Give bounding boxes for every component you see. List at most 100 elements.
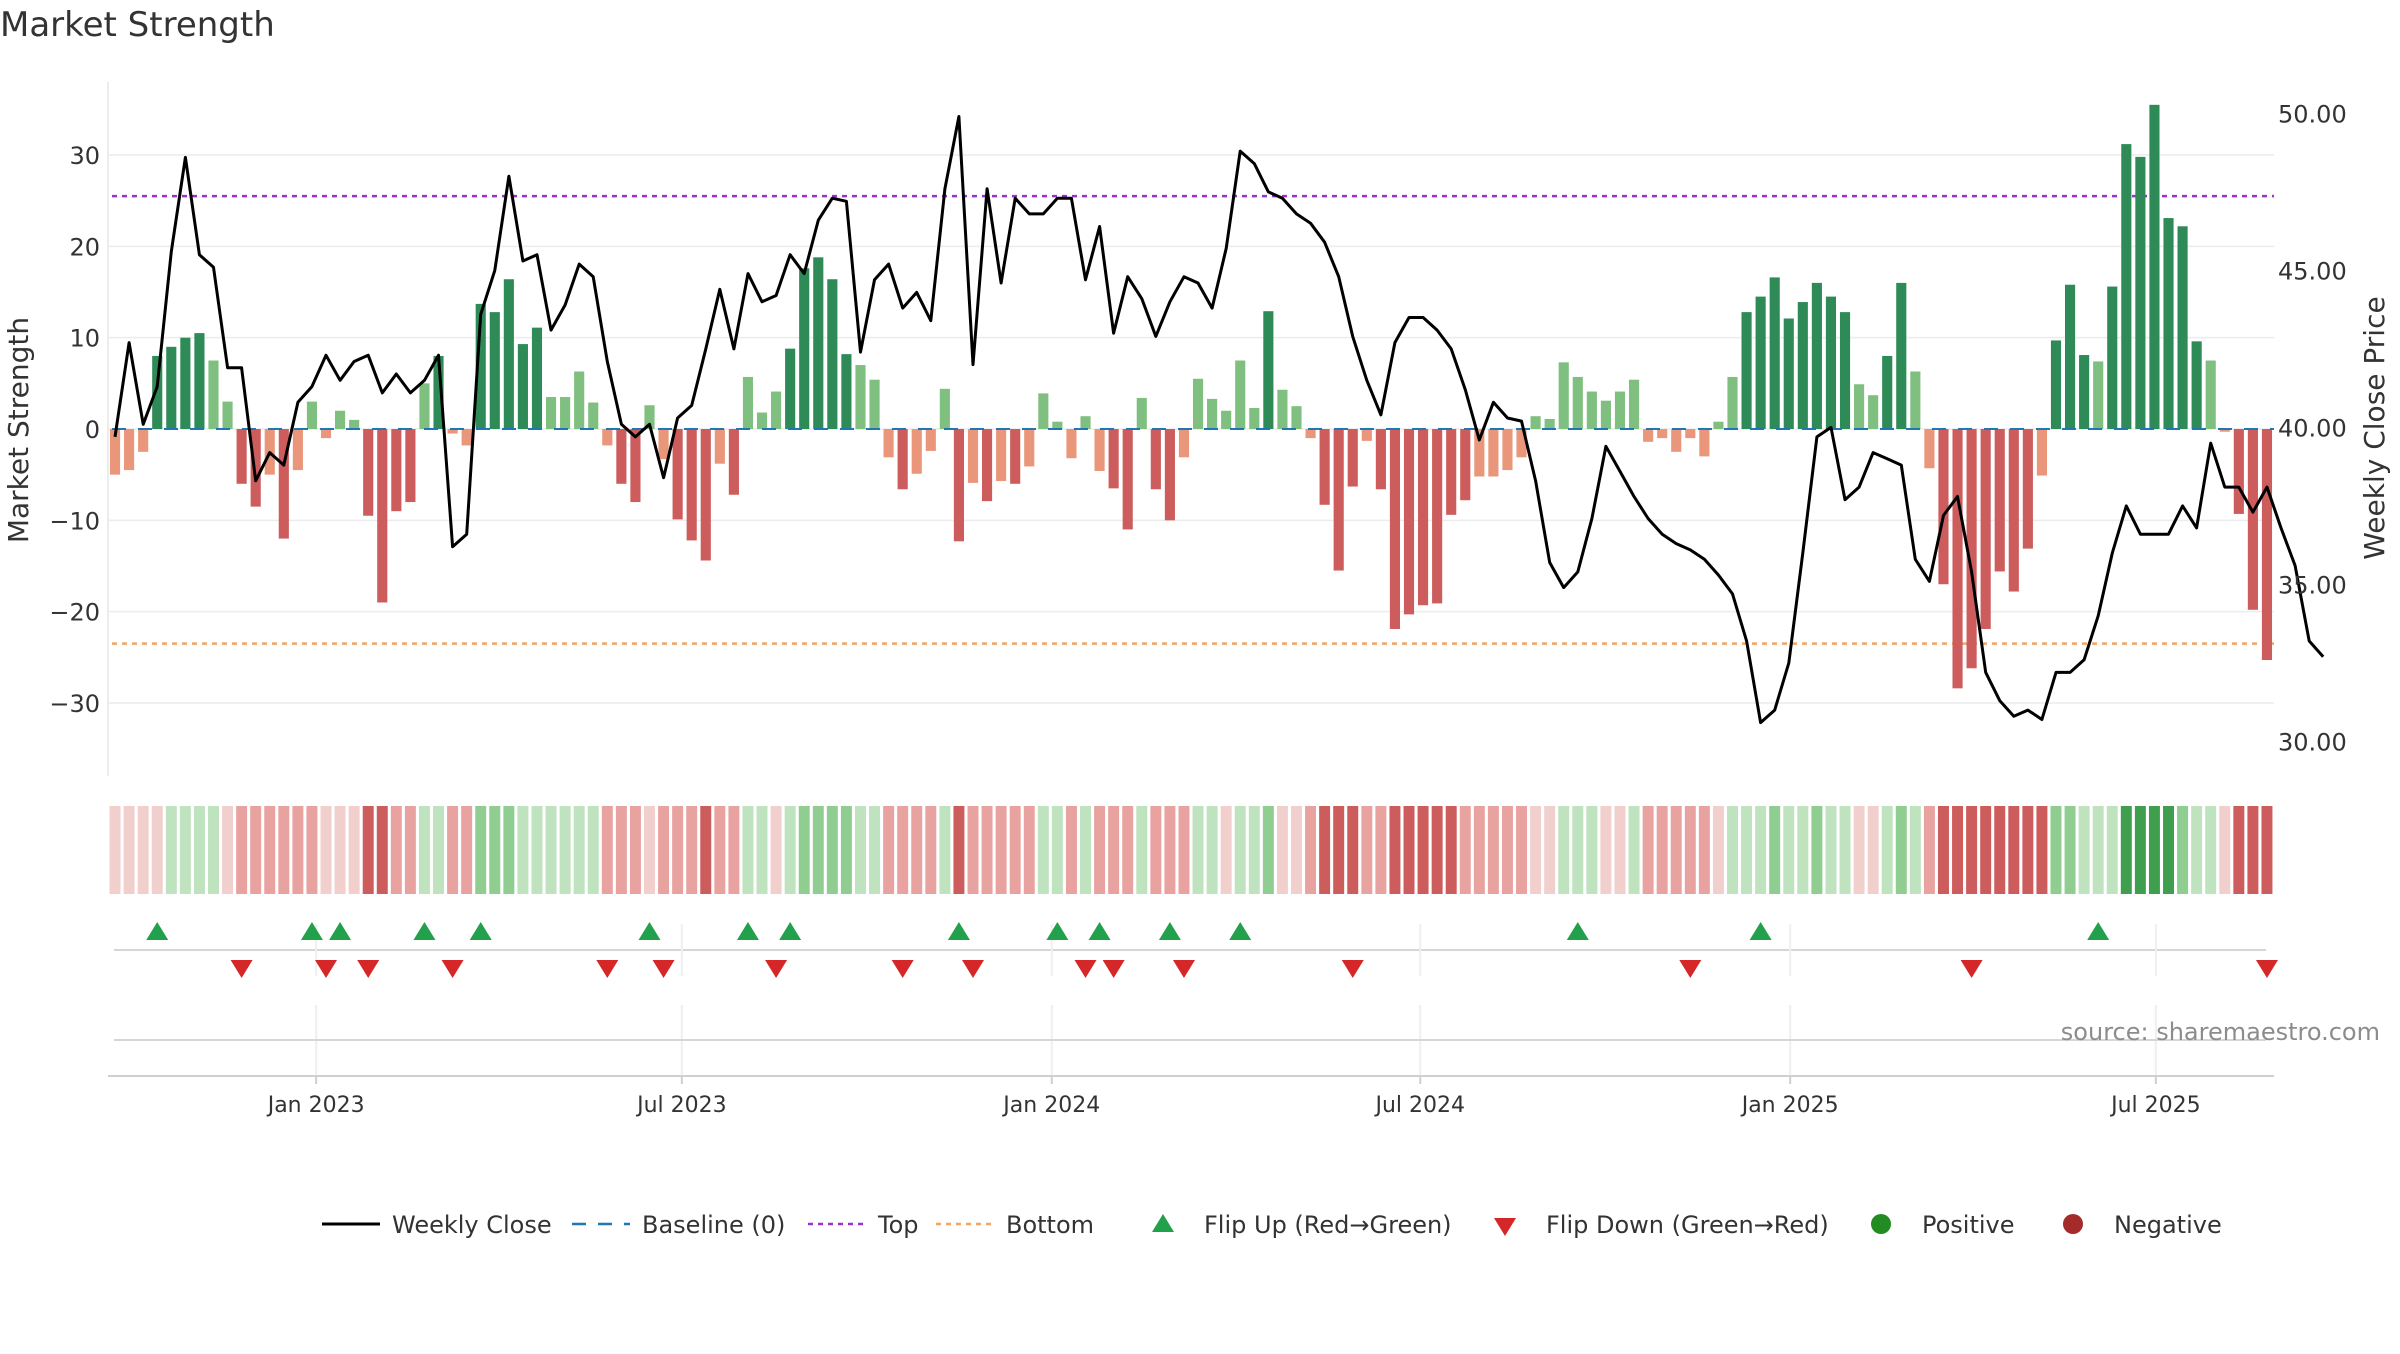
right-tick-label: 35.00 xyxy=(2278,571,2347,599)
flip-down-marker xyxy=(1102,960,1125,978)
strength-bar xyxy=(1488,429,1499,477)
band-cell xyxy=(911,806,923,894)
strength-bar xyxy=(2149,104,2160,429)
strength-bar xyxy=(1474,429,1485,477)
strength-bar xyxy=(1741,312,1752,429)
legend: Weekly Close Baseline (0) Top Bottom Flip Up… xyxy=(322,1211,2222,1239)
band-cell xyxy=(447,806,459,894)
strength-bar xyxy=(953,429,964,542)
right-tick-label: 40.00 xyxy=(2278,414,2347,442)
flip-up-marker xyxy=(1158,922,1181,940)
strength-bar xyxy=(124,429,135,471)
strength-bar xyxy=(1277,389,1288,429)
strength-bar xyxy=(1643,429,1654,442)
strength-bar xyxy=(349,419,360,429)
strength-bar xyxy=(1319,429,1330,505)
band-cell xyxy=(433,806,445,894)
band-cell xyxy=(362,806,374,894)
band-cell xyxy=(672,806,684,894)
strength-bar xyxy=(1052,421,1063,429)
strength-bar xyxy=(2022,429,2033,549)
strength-bar xyxy=(1010,429,1021,484)
band-cell xyxy=(644,806,655,894)
flip-down-marker xyxy=(2255,960,2278,978)
band-cell xyxy=(2050,806,2062,894)
strength-bar xyxy=(1502,429,1513,471)
flip-up-marker xyxy=(736,922,759,940)
legend-item: Flip Up (Red→Green) xyxy=(1152,1211,1452,1239)
band-cell xyxy=(1867,806,1879,894)
strength-bar xyxy=(1671,429,1682,452)
band-cell xyxy=(1994,806,2006,894)
band-cell xyxy=(137,806,149,894)
band-cell xyxy=(1262,806,1274,894)
band-cell xyxy=(390,806,402,894)
strength-bar xyxy=(447,429,458,434)
strength-bar xyxy=(1249,407,1260,429)
legend-item: Negative xyxy=(2063,1211,2222,1239)
strength-bar xyxy=(503,279,514,429)
band-cell xyxy=(812,806,824,894)
strength-bar xyxy=(1221,410,1232,429)
legend-label: Negative xyxy=(2114,1211,2222,1239)
legend-item: Positive xyxy=(1871,1211,2015,1239)
strength-bar xyxy=(1657,429,1668,439)
left-tick-label: 20 xyxy=(69,233,100,261)
strength-bar xyxy=(1572,376,1583,429)
legend-label: Flip Down (Green→Red) xyxy=(1546,1211,1829,1239)
flip-down-marker xyxy=(1960,960,1983,978)
right-tick-label: 45.00 xyxy=(2278,257,2347,285)
right-axis-label: Weekly Close Price xyxy=(2358,296,2391,559)
strength-bar xyxy=(278,429,289,539)
band-cell xyxy=(1459,806,1471,894)
flip-up-marker xyxy=(779,922,802,940)
flip-down-marker xyxy=(765,960,788,978)
strength-bar xyxy=(2219,429,2230,432)
strength-bar xyxy=(967,429,979,483)
band-cell xyxy=(1319,806,1331,894)
legend-item: Weekly Close xyxy=(322,1211,552,1239)
strength-bar xyxy=(1924,429,1935,469)
band-cell xyxy=(1642,806,1654,894)
band-cell xyxy=(2177,806,2189,894)
strength-bar xyxy=(2050,340,2062,429)
band-cell xyxy=(489,806,501,894)
band-cell xyxy=(151,806,163,894)
x-tick-label: Jan 2023 xyxy=(266,1093,365,1118)
legend-item: Bottom xyxy=(936,1211,1094,1239)
band-cell xyxy=(2022,806,2034,894)
strength-bar xyxy=(1600,400,1611,429)
flip-markers-panel xyxy=(114,922,2278,978)
left-tick-label: 0 xyxy=(85,416,100,444)
band-cell xyxy=(1150,806,1162,894)
strength-bar xyxy=(841,354,852,429)
band-cell xyxy=(1727,806,1738,894)
band-cell xyxy=(1572,806,1584,894)
right-tick-label: 30.00 xyxy=(2278,728,2347,756)
band-cell xyxy=(1136,806,1148,894)
strength-bar xyxy=(1966,429,1977,669)
strength-bar xyxy=(1516,429,1527,458)
strength-bar xyxy=(1136,397,1147,429)
band-cell xyxy=(1966,806,1978,894)
band-cell xyxy=(1291,806,1302,894)
band-cell xyxy=(418,806,430,894)
band-cell xyxy=(1192,806,1204,894)
band-cell xyxy=(1220,806,1232,894)
strength-bar xyxy=(152,355,163,429)
band-cell xyxy=(165,806,177,894)
strength-bar xyxy=(489,312,500,429)
band-cell xyxy=(1473,806,1485,894)
band-cell xyxy=(939,806,951,894)
strength-bar xyxy=(1783,318,1794,429)
left-tick-label: −20 xyxy=(49,599,100,627)
legend-label: Flip Up (Red→Green) xyxy=(1204,1211,1452,1239)
band-cell xyxy=(1065,806,1077,894)
strength-bar xyxy=(785,348,796,429)
strength-bar xyxy=(1839,312,1851,429)
band-cell xyxy=(615,806,627,894)
strength-bar xyxy=(1164,429,1175,521)
strength-bar xyxy=(1558,362,1569,429)
strength-bar xyxy=(686,429,697,541)
